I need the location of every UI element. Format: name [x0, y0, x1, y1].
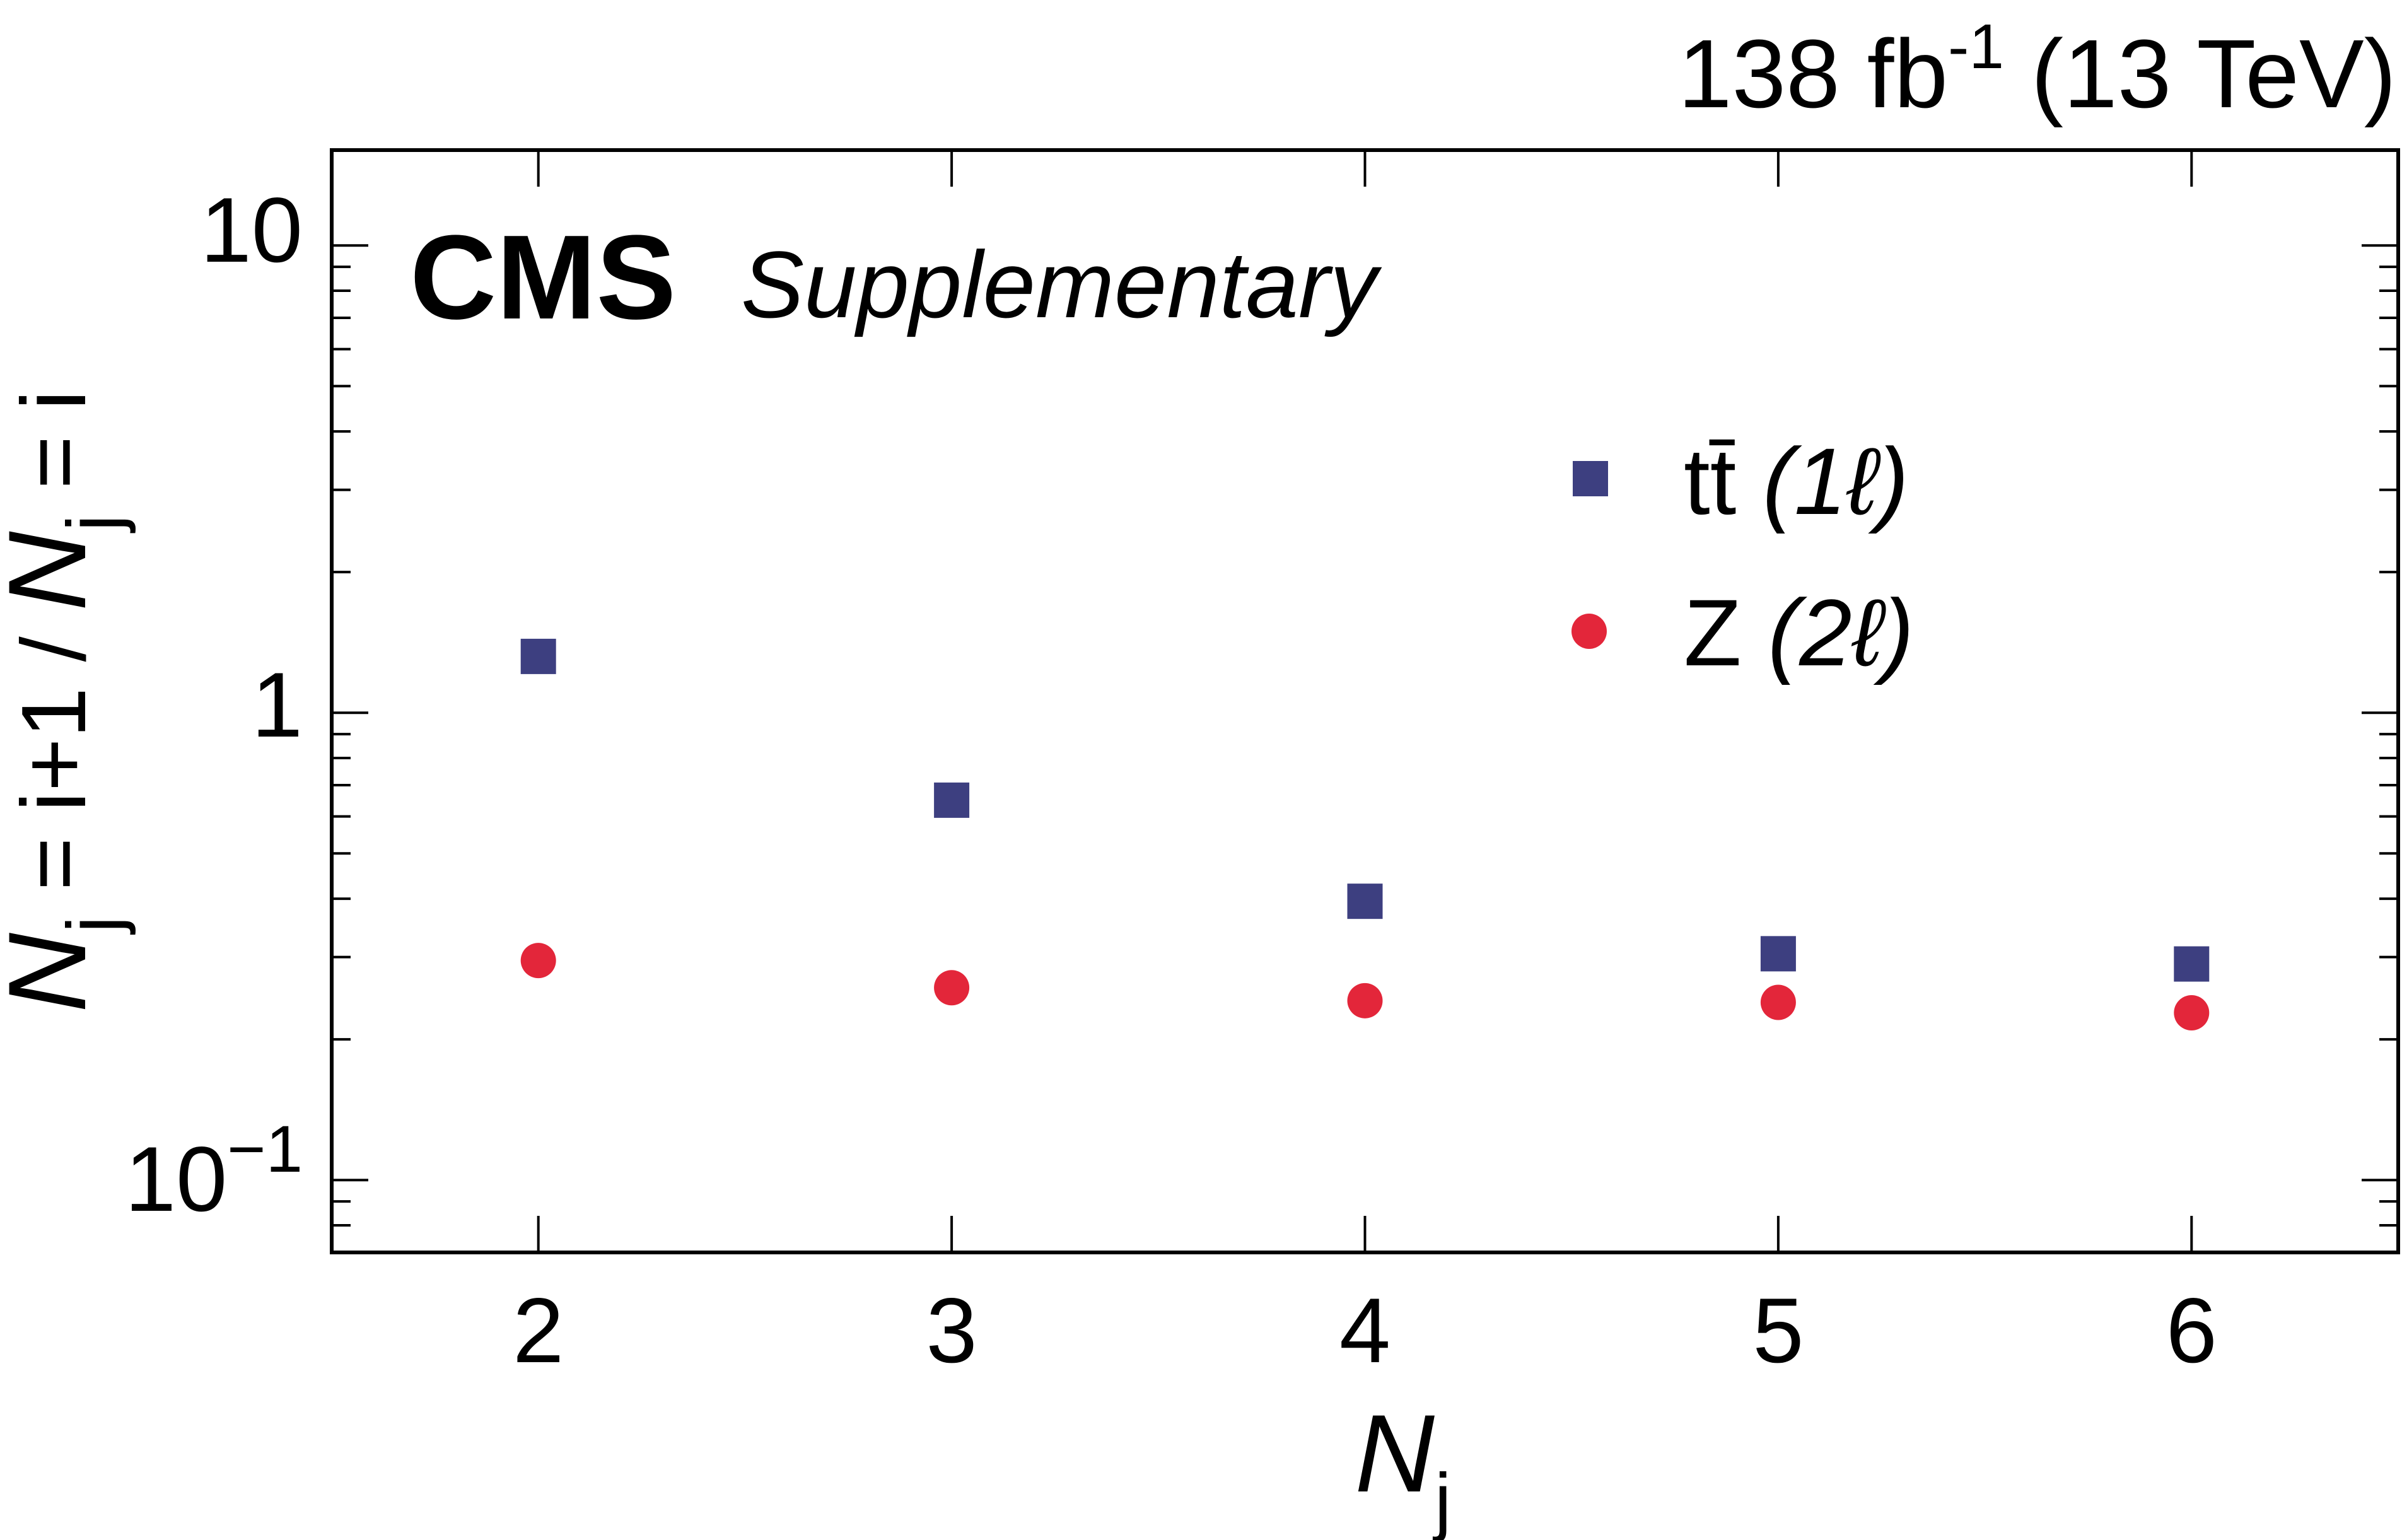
legend: tt̄ (1ℓ) Z (2ℓ): [1571, 428, 1914, 685]
y-tick-label-0.1: 10−1: [125, 1112, 303, 1230]
tick-marks: [332, 150, 2398, 1254]
x-tick-labels: 2 3 4 5 6: [513, 1279, 2217, 1382]
data-points: [520, 638, 2210, 1030]
z-point: [2174, 995, 2210, 1030]
y-axis-title: Nj = i+1 / Nj = i: [0, 390, 136, 1012]
x-tick-label: 3: [926, 1279, 977, 1382]
legend-label-ttbar: tt̄ (1ℓ): [1684, 428, 1909, 534]
x-tick-label: 6: [2166, 1279, 2217, 1382]
cms-label: CMS: [410, 211, 676, 344]
legend-label-z: Z (2ℓ): [1684, 580, 1914, 685]
legend-marker-ttbar: [1573, 461, 1608, 496]
x-tick-label: 4: [1339, 1279, 1390, 1382]
ttbar-point: [1347, 884, 1383, 919]
ttbar-point: [520, 638, 556, 674]
z-point: [520, 943, 556, 979]
x-tick-label: 2: [513, 1279, 564, 1382]
x-axis-title: Nj: [1355, 1392, 1451, 1540]
z-point: [1347, 983, 1383, 1018]
z-point: [934, 970, 970, 1006]
supplementary-label: Supplementary: [741, 231, 1382, 337]
ttbar-point: [934, 782, 970, 818]
x-tick-label: 5: [1752, 1279, 1804, 1382]
legend-marker-z: [1571, 614, 1607, 649]
y-tick-label-10: 10: [201, 178, 303, 281]
ttbar-point: [2174, 946, 2210, 982]
y-tick-label-1: 1: [252, 653, 303, 756]
z-point: [1760, 984, 1796, 1020]
lumi-label: 138 fb-1 (13 TeV): [1678, 11, 2396, 128]
ttbar-point: [1760, 936, 1796, 972]
